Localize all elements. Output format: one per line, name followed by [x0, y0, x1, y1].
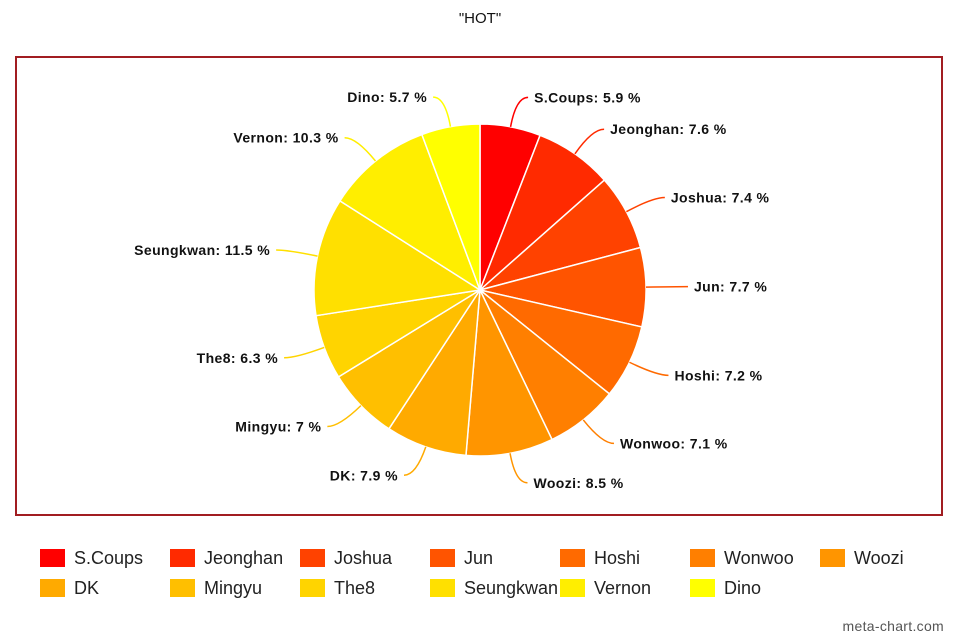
legend-swatch [430, 579, 455, 597]
legend-swatch [430, 549, 455, 567]
legend-swatch [690, 549, 715, 567]
legend-swatch [40, 579, 65, 597]
slice-label-woozi: Woozi: 8.5 % [533, 475, 623, 491]
pie-slice-dino [420, 123, 481, 291]
legend-swatch [170, 549, 195, 567]
pie-slice-woozi [465, 287, 554, 457]
leader-line-mingyu [327, 405, 362, 428]
legend-label: Hoshi [594, 547, 641, 568]
legend-item-dk: DK [40, 576, 99, 600]
legend-swatch [40, 549, 65, 567]
legend-item-hoshi: Hoshi [560, 546, 640, 570]
legend-swatch [300, 549, 325, 567]
legend-label: S.Coups [74, 547, 144, 568]
legend-label: Seungkwan [464, 577, 559, 598]
slice-label-vernon: Vernon: 10.3 % [233, 130, 338, 146]
slice-label-dino: Dino: 5.7 % [347, 89, 427, 105]
slice-label-hoshi: Hoshi: 7.2 % [674, 367, 762, 383]
leader-line-wonwoo [582, 419, 615, 445]
leader-line-jun [645, 285, 688, 288]
plot-frame [15, 56, 943, 516]
legend-label: Jun [464, 547, 494, 568]
leader-line-dk [403, 446, 427, 477]
leader-line-the8 [284, 346, 325, 359]
legend-label: Wonwoo [724, 547, 794, 568]
legend-item-jeonghan: Jeonghan [170, 546, 283, 570]
legend-item-jun: Jun [430, 546, 493, 570]
slice-label-dk: DK: 7.9 % [330, 467, 398, 483]
legend-item-s-coups: S.Coups [40, 546, 143, 570]
legend-item-vernon: Vernon [560, 576, 651, 600]
slice-label-wonwoo: Wonwoo: 7.1 % [620, 435, 728, 451]
chart-title: "HOT" [458, 10, 502, 27]
slice-label-s-coups: S.Coups: 5.9 % [534, 89, 641, 105]
leader-line-woozi [509, 453, 528, 484]
legend-label: Dino [724, 577, 762, 598]
legend-label: Vernon [594, 577, 652, 598]
legend-swatch [560, 579, 585, 597]
legend-label: Mingyu [204, 577, 263, 598]
legend-item-joshua: Joshua [300, 546, 392, 570]
slice-label-joshua: Joshua: 7.4 % [671, 190, 770, 206]
legend-item-dino: Dino [690, 576, 761, 600]
pie-slice-vernon [338, 133, 482, 292]
leader-line-s-coups [509, 96, 529, 127]
leader-line-vernon [344, 136, 377, 162]
leader-line-dino [433, 96, 452, 127]
legend-item-mingyu: Mingyu [170, 576, 262, 600]
legend-label: Woozi [854, 547, 904, 568]
legend-swatch [300, 579, 325, 597]
slice-label-the8: The8: 6.3 % [197, 350, 279, 366]
legend-label: DK [74, 577, 100, 598]
leader-line-joshua [626, 196, 665, 213]
slice-label-mingyu: Mingyu: 7 % [235, 419, 321, 435]
leader-line-seungkwan [276, 249, 318, 257]
legend-item-the8: The8 [300, 576, 375, 600]
slice-label-jun: Jun: 7.7 % [694, 279, 767, 295]
watermark: meta-chart.com [842, 618, 944, 634]
legend-item-seungkwan: Seungkwan [430, 576, 558, 600]
legend-label: The8 [334, 577, 376, 598]
leader-line-hoshi [629, 361, 669, 377]
legend-swatch [560, 549, 585, 567]
leader-line-jeonghan [574, 128, 605, 155]
legend-swatch [690, 579, 715, 597]
legend-item-wonwoo: Wonwoo [690, 546, 794, 570]
legend-label: Jeonghan [204, 547, 284, 568]
slice-label-seungkwan: Seungkwan: 11.5 % [134, 242, 270, 258]
legend-item-woozi: Woozi [820, 546, 904, 570]
slice-label-jeonghan: Jeonghan: 7.6 % [610, 121, 727, 137]
legend-swatch [820, 549, 845, 567]
legend-label: Joshua [334, 547, 393, 568]
legend-swatch [170, 579, 195, 597]
